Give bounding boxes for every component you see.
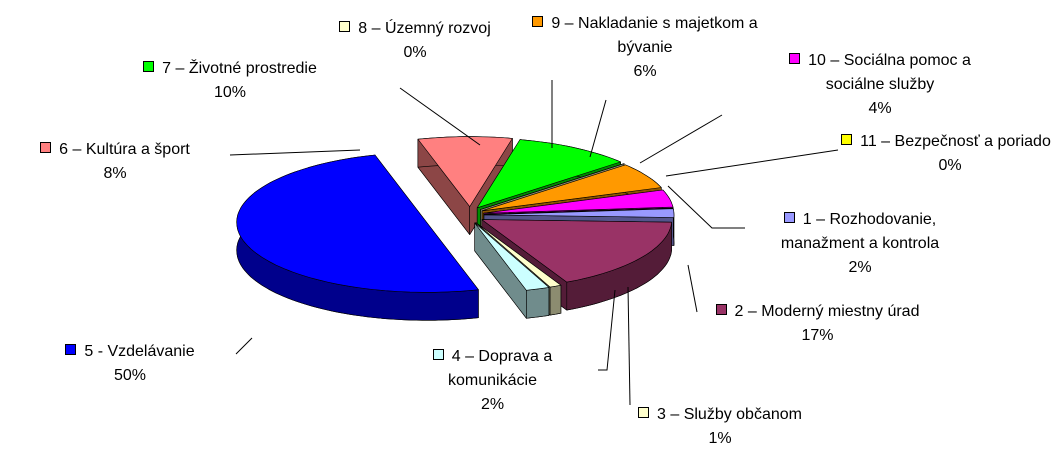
value-label: 10%	[213, 84, 247, 101]
leader-line	[229, 149, 361, 156]
data-label: 10 – Sociálna pomoc a sociálne služby 4%	[760, 49, 1000, 121]
legend-swatch	[638, 407, 649, 418]
leader-line	[627, 286, 631, 406]
slice-top	[481, 219, 672, 283]
category-label: 5 - Vzdelávanie	[84, 343, 195, 360]
value-label: 2%	[480, 396, 505, 413]
slice-top	[483, 208, 675, 218]
value-label: 2%	[848, 259, 872, 276]
data-label: 7 – Životné prostredie 10%	[105, 57, 355, 105]
slice-side	[549, 284, 562, 316]
slice-top	[483, 207, 674, 215]
slice-side	[526, 287, 550, 319]
category-label: 8 – Územný rozvoj	[358, 20, 491, 37]
category-label: 1 – Rozhodovanie, manažment a kontrola	[780, 211, 940, 252]
data-label: 4 – Doprava a komunikácie 2%	[405, 345, 580, 417]
value-label: 1%	[708, 430, 732, 447]
category-label: 4 – Doprava a komunikácie	[448, 348, 553, 389]
value-label: 0%	[938, 157, 962, 174]
legend-swatch	[783, 212, 795, 223]
slice-top	[475, 222, 562, 288]
slice-top	[417, 136, 513, 207]
value-label: 0%	[403, 44, 427, 61]
slice-top	[483, 189, 674, 214]
slice-top	[480, 163, 625, 210]
category-label: 10 – Sociálna pomoc a sociálne služby	[808, 52, 971, 93]
leader-line	[589, 99, 607, 158]
legend-swatch	[532, 16, 544, 27]
value-label: 8%	[103, 165, 127, 182]
slice-top	[236, 154, 479, 293]
data-label: 1 – Rozhodovanie, manažment a kontrola 2%	[745, 208, 975, 280]
category-label: 3 – Služby občanom	[657, 406, 802, 423]
data-label: 9 – Nakladanie s majetkom a bývanie 6%	[520, 12, 770, 84]
legend-swatch	[432, 349, 444, 360]
legend-swatch	[65, 344, 77, 355]
value-label: 4%	[868, 100, 892, 117]
leader-line	[667, 185, 745, 229]
data-label: 6 – Kultúra a šport 8%	[5, 138, 225, 186]
category-label: 9 – Nakladanie s majetkom a bývanie	[551, 15, 758, 56]
category-label: 6 – Kultúra a šport	[59, 141, 190, 158]
category-label: 7 – Životné prostredie	[162, 60, 317, 77]
legend-swatch	[789, 53, 801, 64]
legend-swatch	[143, 61, 155, 72]
legend-swatch	[40, 142, 52, 153]
slice-top	[476, 139, 621, 209]
data-label: 5 - Vzdelávanie 50%	[30, 340, 230, 388]
leader-line	[399, 87, 481, 146]
value-label: 6%	[633, 63, 657, 80]
legend-swatch	[339, 21, 351, 32]
leader-line	[639, 114, 723, 164]
leader-line	[665, 149, 839, 177]
data-label: 2 – Moderný miestny úrad 17%	[700, 300, 935, 348]
leader-line	[235, 337, 253, 355]
value-label: 50%	[113, 367, 147, 384]
legend-swatch	[715, 304, 727, 315]
data-label: 8 – Územný rozvoj 0%	[310, 17, 520, 65]
slice-top	[481, 164, 662, 212]
leader-line	[687, 264, 698, 313]
data-label: 3 – Služby občanom 1%	[620, 403, 820, 451]
category-label: 2 – Moderný miestny úrad	[734, 303, 920, 320]
value-label: 17%	[801, 327, 834, 344]
pie-slice	[474, 222, 550, 319]
slice-top	[474, 222, 550, 291]
category-label: 11 – Bezpečnosť a poriadok	[860, 133, 1051, 150]
data-label: 11 – Bezpečnosť a poriadok 0%	[840, 130, 1051, 178]
leader-line	[598, 289, 616, 371]
pie-slice	[236, 154, 479, 321]
legend-swatch	[841, 134, 853, 145]
